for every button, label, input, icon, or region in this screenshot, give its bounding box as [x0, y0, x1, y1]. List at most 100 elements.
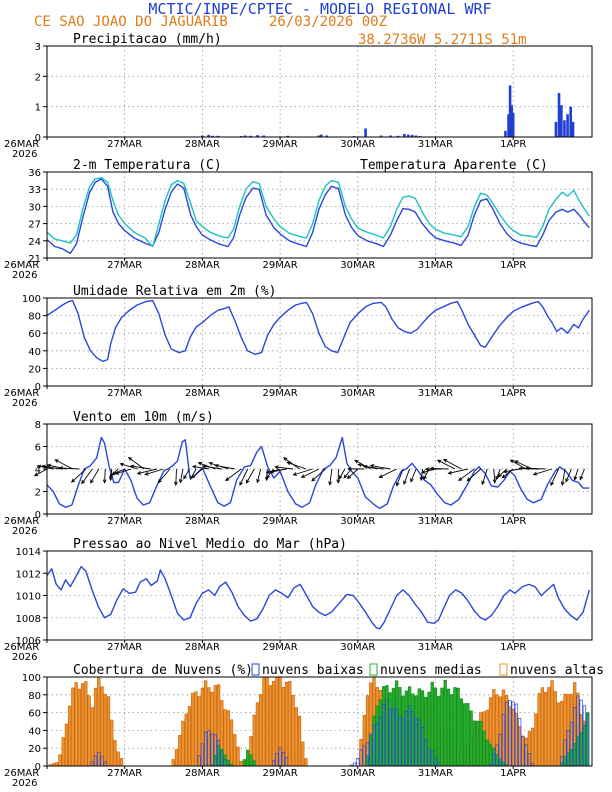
cloud-bar-medias [430, 681, 434, 767]
x-label-day: 30MAR [340, 516, 375, 527]
x-label-day: 31MAR [418, 139, 453, 150]
precip-bar [207, 134, 210, 137]
wind-arrow [481, 468, 488, 485]
wind-arrow-head [54, 459, 59, 463]
cloud-bar-altas [80, 683, 85, 767]
wind-arrow-head [292, 472, 297, 476]
precip-bar [571, 121, 575, 137]
cloud-bar-medias [252, 760, 256, 767]
wind-arrow [448, 468, 468, 474]
wind-arrow [467, 468, 482, 482]
cloud-bar-altas [284, 681, 289, 767]
y-tick-label: 1008 [16, 614, 41, 625]
x-label-day: 29MAR [263, 516, 298, 527]
wind-arrow-head [256, 478, 260, 484]
x-label-day: 28MAR [185, 768, 220, 779]
wind-arrow-head [136, 471, 142, 475]
cloud-bar-altas [265, 676, 269, 767]
y-tick-label: 20 [28, 744, 41, 755]
wind-arrow [343, 468, 352, 479]
wind-arrow [34, 468, 48, 477]
cloud-bar-altas [181, 720, 185, 767]
cloud-bar-altas [297, 715, 302, 767]
precip-bar [507, 114, 510, 137]
legend-swatch [369, 663, 378, 676]
wind-arrow-head [90, 479, 94, 484]
cloud-bar-altas [203, 680, 208, 767]
wind-arrow-head [108, 476, 113, 482]
cloud-bar-medias [459, 698, 464, 767]
panel-title: Pressao ao Nivel Medio do Mar (hPa) [73, 537, 347, 552]
cloud-bar-altas [518, 726, 522, 767]
x-label-day: 1APR [500, 516, 526, 527]
wind-arrow [410, 468, 417, 482]
cloud-bar-altas [93, 687, 98, 767]
y-tick-label: 20 [28, 364, 41, 375]
wind-arrow-head [524, 466, 530, 471]
wind-arrow-head [579, 476, 584, 481]
cloud-bar-altas [550, 680, 554, 767]
wind-arrow-head [286, 461, 291, 466]
wind-arrow-head [429, 466, 434, 471]
y-tick-label: 21 [28, 254, 41, 265]
x-label-day: 27MAR [107, 516, 142, 527]
precip-bar [216, 135, 220, 137]
cloud-bar-altas [304, 758, 308, 767]
wind-arrow-head [58, 466, 63, 471]
wind-arrow [379, 468, 397, 478]
cloud-bar-altas [259, 694, 263, 767]
wind-arrow-head [41, 464, 46, 469]
header-run: 26/03/2026 00Z [269, 14, 387, 30]
cloud-bar-altas [84, 681, 88, 767]
wind-arrow-head [127, 456, 133, 461]
x-label-first: 26MAR [4, 139, 39, 150]
cloud-bar-altas [210, 691, 214, 767]
wind-arrow [104, 468, 106, 483]
cloud-bar-medias [414, 695, 418, 767]
precip-bar [510, 105, 513, 137]
precip-bar [319, 134, 323, 137]
y-tick-label: 3 [35, 42, 41, 53]
cloud-bar-altas [530, 727, 535, 767]
cloud-bar-medias [391, 687, 396, 767]
wind-arrow-head [395, 482, 400, 487]
y-tick-label: 100 [22, 673, 41, 684]
cloud-bar-medias [424, 696, 428, 767]
y-tick-label: 40 [28, 726, 41, 737]
wind-arrow-head [550, 481, 554, 487]
header-station: CE SAO JOAO DO JAGUARIB [34, 14, 228, 30]
wind-arrow-head [311, 477, 316, 482]
cloud-bar-medias [446, 688, 451, 767]
cloud-bar-medias [401, 695, 405, 767]
wind-arrow-head [481, 480, 485, 486]
x-label-day: 27MAR [107, 642, 142, 653]
wind-arrow [293, 468, 313, 476]
y-tick-label: 60 [28, 709, 41, 720]
wind-arrow [514, 460, 533, 470]
cloud-bar-altas [229, 719, 234, 767]
x-label-day: 28MAR [185, 516, 220, 527]
cloud-bar-medias [411, 693, 415, 767]
wind-arrow-head [573, 476, 578, 481]
precip-bar [563, 120, 566, 137]
cloud-bar-altas [174, 749, 179, 767]
wind-arrow-head [565, 478, 569, 483]
wind-arrow [550, 468, 559, 486]
x-label-day: 28MAR [185, 139, 220, 150]
precip-bar [389, 135, 392, 137]
wind-arrow [437, 459, 456, 470]
cloud-bar-altas [236, 746, 240, 767]
wind-arrow-head [81, 479, 86, 485]
wind-arrow [59, 467, 80, 470]
wind-arrow [458, 468, 475, 481]
wind-arrow-head [46, 463, 52, 468]
wind-arrow-head [338, 475, 343, 480]
wind-arrow [396, 468, 404, 486]
y-tick-label: 36 [28, 168, 41, 179]
panel-frame [46, 45, 593, 138]
wind-arrow-head [174, 481, 178, 487]
x-label-day: 1APR [500, 139, 526, 150]
wind-arrow-head [442, 459, 448, 463]
header-title: MCTIC/INPE/CPTEC - MODELO REGIONAL WRF [148, 0, 491, 18]
